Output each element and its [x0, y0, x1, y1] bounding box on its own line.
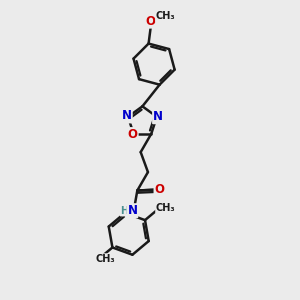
Text: O: O: [146, 15, 156, 28]
Text: CH₃: CH₃: [156, 11, 176, 21]
Text: O: O: [154, 183, 164, 196]
Text: N: N: [122, 110, 132, 122]
Text: CH₃: CH₃: [156, 203, 176, 213]
Text: N: N: [153, 110, 163, 123]
Text: N: N: [128, 204, 137, 217]
Text: CH₃: CH₃: [96, 254, 115, 264]
Text: H: H: [121, 206, 129, 216]
Text: O: O: [128, 128, 138, 141]
